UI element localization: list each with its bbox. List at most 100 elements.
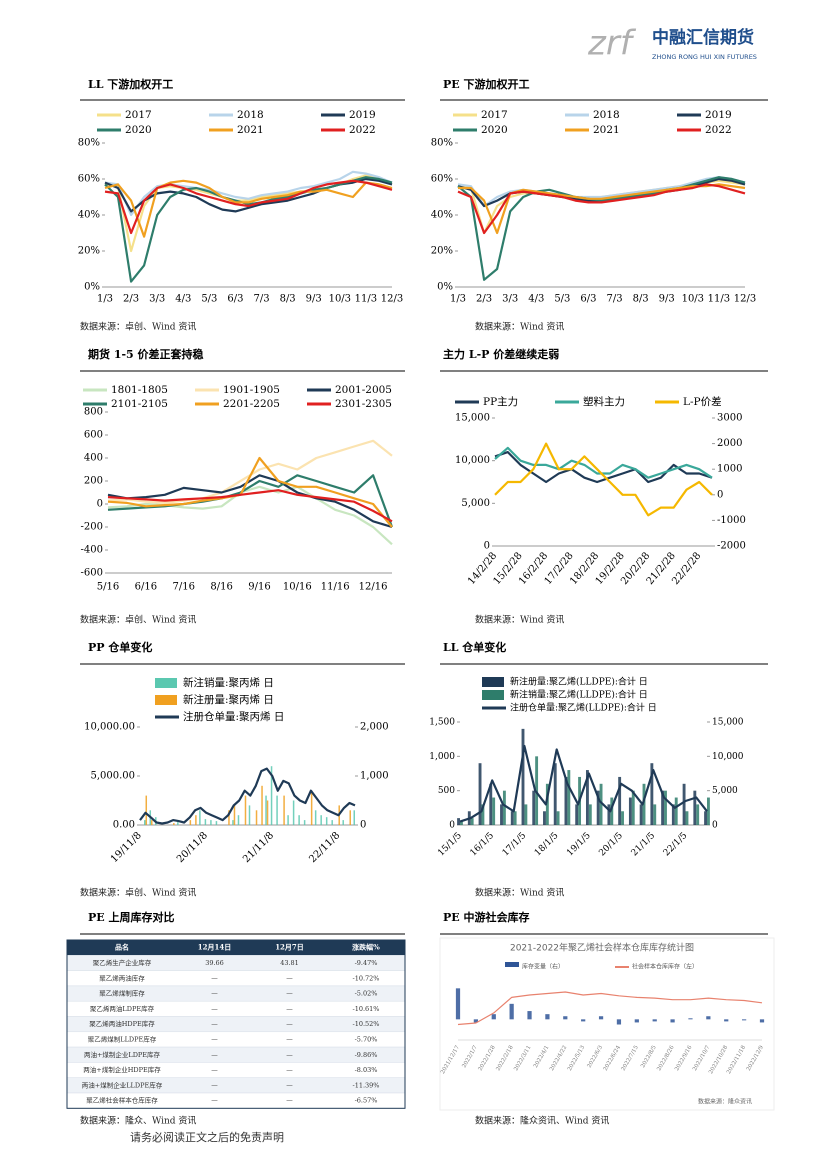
bar xyxy=(693,790,697,825)
bar xyxy=(478,763,482,825)
x-tick-label: 12/16 xyxy=(359,582,388,593)
legend-label: 注册仓单量:聚乙烯(LLDPE):合计 日 xyxy=(510,702,657,714)
bar xyxy=(276,795,278,825)
table-cell: 43.81 xyxy=(280,959,299,967)
table-cell: 39.66 xyxy=(205,959,224,967)
x-tick-label: 7/3 xyxy=(606,294,622,305)
y-tick-label: 0% xyxy=(437,282,453,293)
table-cell: — xyxy=(211,1035,218,1043)
bar xyxy=(145,795,148,825)
y-tick-label: 0 xyxy=(97,499,103,510)
y-tick-label: 40% xyxy=(78,210,100,221)
table-cell: -5.02% xyxy=(355,990,378,998)
brand-en: ZHONG RONG HUI XIN FUTURES xyxy=(652,53,757,61)
bar xyxy=(527,1011,532,1020)
source: 数据来源：Wind 资讯 xyxy=(475,321,564,333)
y-tick-label: 5,000 xyxy=(461,498,490,509)
bar xyxy=(596,790,600,825)
y-tick-label: 0% xyxy=(84,282,100,293)
x-tick-label: 10/3 xyxy=(682,294,704,305)
y-tick-label: 1,000 xyxy=(360,771,389,782)
bar xyxy=(204,819,207,825)
series-line xyxy=(494,442,713,517)
bar xyxy=(270,766,273,825)
x-tick-label: 10/3 xyxy=(329,294,351,305)
bar xyxy=(210,820,212,825)
bar xyxy=(342,820,344,825)
bar xyxy=(545,1014,550,1020)
bar xyxy=(331,820,333,825)
table-cell: -5.70% xyxy=(355,1035,378,1043)
x-tick-label: 1/3 xyxy=(97,294,113,305)
x-tick-label: 8/3 xyxy=(633,294,649,305)
series-line xyxy=(104,176,393,283)
x-tick-label: 20/11/8 xyxy=(175,830,210,865)
bar xyxy=(682,783,686,825)
bar xyxy=(634,1019,639,1023)
legend-label: 2017 xyxy=(125,109,152,121)
bar xyxy=(696,804,700,825)
y-tick-label: -200 xyxy=(81,522,103,533)
bar xyxy=(353,810,355,825)
table-cell: -10.52% xyxy=(353,1020,380,1028)
y-tick-label: -400 xyxy=(81,545,103,556)
series-line xyxy=(107,474,394,528)
bar xyxy=(325,817,328,825)
y-tick-label: 60% xyxy=(431,174,453,185)
legend-label: 2001-2005 xyxy=(335,384,392,396)
table-cell: 聚乙烯煤制库存 xyxy=(99,989,145,998)
y-tick-label: 0 xyxy=(717,489,723,500)
bar xyxy=(543,811,546,825)
legend-label: 1801-1805 xyxy=(111,384,168,396)
legend-swatch xyxy=(482,690,504,700)
y-tick-label: 1000 xyxy=(717,464,742,475)
legend-label: 2018 xyxy=(593,109,620,121)
bar xyxy=(575,804,579,825)
x-tick-label: 17/1/5 xyxy=(501,831,529,859)
legend-label: L-P价差 xyxy=(683,395,722,408)
bar xyxy=(500,804,503,825)
table-cell: — xyxy=(286,1097,293,1105)
y-tick-label: 400 xyxy=(84,453,103,464)
x-tick-label: 9/3 xyxy=(659,294,675,305)
bar xyxy=(144,820,146,825)
x-tick-label: 18/1/5 xyxy=(533,831,561,859)
bar xyxy=(303,820,306,825)
bar xyxy=(724,1019,729,1022)
legend-label: 2020 xyxy=(481,124,508,136)
legend-label: 2201-2205 xyxy=(223,398,280,410)
table-cell: — xyxy=(286,1066,293,1074)
x-tick-label: 1/3 xyxy=(450,294,466,305)
y-tick-label: 0 xyxy=(449,821,455,831)
bar xyxy=(261,785,263,825)
x-tick-label: 5/3 xyxy=(554,294,570,305)
legend-swatch xyxy=(155,678,177,688)
bar xyxy=(481,804,485,825)
table-cell: 两油+煤制企业LDPE库存 xyxy=(84,1050,161,1059)
bar xyxy=(610,797,614,825)
series-line xyxy=(457,176,746,281)
legend-label: 新注册量:聚乙烯(LLDPE):合计 日 xyxy=(510,676,648,688)
bar xyxy=(510,811,514,825)
bar xyxy=(492,797,496,825)
x-tick-label: 2/3 xyxy=(123,294,139,305)
bar xyxy=(563,1016,568,1020)
x-tick-label: 7/3 xyxy=(253,294,269,305)
x-tick-label: 6/16 xyxy=(135,582,157,593)
x-tick-label: 7/16 xyxy=(172,582,194,593)
bar xyxy=(298,815,300,825)
table-cell: — xyxy=(286,1081,293,1089)
y-tick-label: -600 xyxy=(81,568,103,579)
table-cell: — xyxy=(211,1051,218,1059)
bar xyxy=(320,815,322,825)
legend-label: 2101-2105 xyxy=(111,398,168,410)
bar xyxy=(599,783,603,825)
section-heading: PE 中游社会库存 xyxy=(443,910,530,924)
x-tick-label: 19/1/5 xyxy=(565,831,593,859)
bar xyxy=(607,804,611,825)
x-tick-label: 19/11/8 xyxy=(109,830,144,865)
bar xyxy=(671,804,675,825)
table-header: 品名 xyxy=(115,943,129,952)
y-tick-label: -2000 xyxy=(717,541,746,552)
section-heading: 主力 L-P 价差继续走弱 xyxy=(443,347,559,361)
